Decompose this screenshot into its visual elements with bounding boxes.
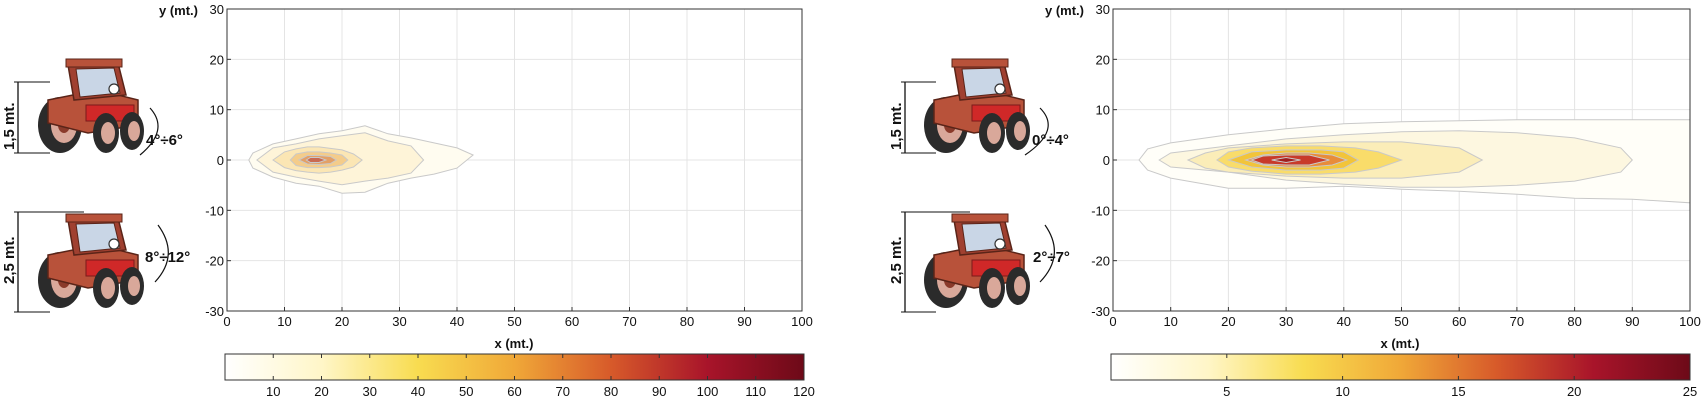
height-label-bottom-right: 2,5 mt. <box>888 236 905 284</box>
height-label-bottom: 2,5 mt. <box>1 236 18 284</box>
x-tick-label: 40 <box>450 314 464 329</box>
x-tick-label: 20 <box>1221 314 1235 329</box>
angle-arc-top <box>139 107 159 156</box>
x-tick-label: 10 <box>277 314 291 329</box>
colorbar-tick-label: 40 <box>411 384 425 399</box>
x-tick-label: 80 <box>1567 314 1581 329</box>
angle-arc-bottom-right <box>1039 224 1055 283</box>
y-axis-label-left: y (mt.) <box>159 3 198 18</box>
colorbar-tick-label: 5 <box>1223 384 1230 399</box>
angle-label-bottom-right: 2°÷7° <box>1033 249 1070 266</box>
colorbar-tick-label: 80 <box>604 384 618 399</box>
tractor-illustration-top: 1,5 mt. 4°÷6° <box>1 58 183 156</box>
tractor-illustration-bottom-right: 2,5 mt. 2°÷7° <box>888 211 1070 313</box>
colorbar-tick-label: 20 <box>1567 384 1581 399</box>
x-tick-label: 30 <box>1279 314 1293 329</box>
height-label-top: 1,5 mt. <box>1 102 18 150</box>
x-tick-label: 100 <box>1679 314 1701 329</box>
x-tick-label: 50 <box>507 314 521 329</box>
colorbar-right: 5 10 15 20 25 <box>1110 353 1697 399</box>
y-tick-label: -20 <box>205 254 224 269</box>
colorbar-tick-label: 110 <box>745 384 766 399</box>
x-tick-label: 70 <box>622 314 636 329</box>
colorbar-tick-label: 30 <box>363 384 377 399</box>
y-tick-label: -10 <box>205 203 224 218</box>
contour-level-25 <box>1271 156 1301 164</box>
tractor-illustration-bottom: 2,5 mt. 8°÷12° <box>1 211 190 313</box>
y-tick-label: -30 <box>205 304 224 319</box>
colorbar-tick-label: 70 <box>556 384 570 399</box>
x-tick-label: 30 <box>392 314 406 329</box>
y-tick-label: 10 <box>1096 103 1110 118</box>
angle-label-top-right: 0°÷4° <box>1032 132 1069 149</box>
panel-right: 1,5 mt. 0°÷4° 2,5 mt. 2°÷7° 0 10 20 30 40 50 6… <box>888 2 1701 399</box>
contour-level-100 <box>305 157 328 163</box>
x-tick-label: 60 <box>565 314 579 329</box>
panel-left: 1,5 mt. 4°÷6° 2,5 mt. 8°÷12° 0 10 20 30 40 50… <box>1 2 815 399</box>
y-axis-label-right: y (mt.) <box>1045 3 1084 18</box>
colorbar-tick-label: 10 <box>1335 384 1349 399</box>
y-tick-label: -30 <box>1091 304 1110 319</box>
y-tick-label: 10 <box>210 103 224 118</box>
y-tick-label: -10 <box>1091 203 1110 218</box>
height-label-top-right: 1,5 mt. <box>888 102 905 150</box>
y-tick-label: -20 <box>1091 254 1110 269</box>
x-tick-label: 0 <box>223 314 230 329</box>
colorbar-tick-label: 20 <box>314 384 328 399</box>
colorbar-tick-label: 120 <box>793 384 815 399</box>
angle-label-bottom: 8°÷12° <box>145 249 190 266</box>
angle-arc-top-right <box>1024 107 1049 156</box>
colorbar-left: 10 20 30 40 50 60 70 80 90 100 110 120 <box>224 353 815 399</box>
x-tick-label: 100 <box>791 314 813 329</box>
y-tick-label: 30 <box>1096 2 1110 17</box>
x-axis-label-left: x (mt.) <box>495 336 534 351</box>
colorbar-tick-label: 15 <box>1451 384 1465 399</box>
x-tick-label: 90 <box>737 314 751 329</box>
colorbar-tick-label: 25 <box>1683 384 1697 399</box>
x-tick-label: 70 <box>1510 314 1524 329</box>
x-tick-label: 0 <box>1109 314 1116 329</box>
angle-label-top: 4°÷6° <box>146 132 183 149</box>
colorbar-gradient <box>224 353 805 381</box>
x-axis-label-right: x (mt.) <box>1381 336 1420 351</box>
x-tick-label: 10 <box>1163 314 1177 329</box>
y-tick-label: 0 <box>1103 153 1110 168</box>
colorbar-tick-label: 90 <box>652 384 666 399</box>
colorbar-tick-label: 10 <box>266 384 280 399</box>
colorbar-gradient <box>1110 353 1691 381</box>
colorbar-tick-label: 100 <box>697 384 719 399</box>
tractor-illustration-top-right: 1,5 mt. 0°÷4° <box>888 58 1069 156</box>
x-tick-label: 60 <box>1452 314 1466 329</box>
colorbar-tick-label: 60 <box>507 384 521 399</box>
y-tick-label: 30 <box>210 2 224 17</box>
x-tick-label: 20 <box>335 314 349 329</box>
y-tick-label: 20 <box>1096 52 1110 67</box>
x-tick-label: 80 <box>680 314 694 329</box>
x-tick-label: 90 <box>1625 314 1639 329</box>
y-tick-label: 0 <box>217 153 224 168</box>
x-tick-label: 50 <box>1394 314 1408 329</box>
y-tick-label: 20 <box>210 52 224 67</box>
angle-arc-bottom <box>154 224 169 283</box>
colorbar-tick-label: 50 <box>459 384 473 399</box>
x-tick-label: 40 <box>1337 314 1351 329</box>
